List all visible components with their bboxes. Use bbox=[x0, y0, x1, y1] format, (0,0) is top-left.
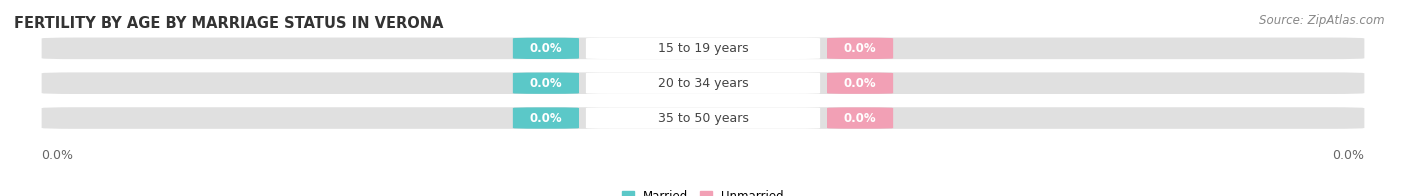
Text: 0.0%: 0.0% bbox=[42, 149, 73, 162]
FancyBboxPatch shape bbox=[513, 107, 579, 129]
Text: Source: ZipAtlas.com: Source: ZipAtlas.com bbox=[1260, 14, 1385, 27]
FancyBboxPatch shape bbox=[42, 72, 1364, 94]
FancyBboxPatch shape bbox=[42, 38, 1364, 59]
FancyBboxPatch shape bbox=[513, 38, 579, 59]
Text: 0.0%: 0.0% bbox=[1333, 149, 1364, 162]
Text: 0.0%: 0.0% bbox=[530, 42, 562, 55]
Text: 0.0%: 0.0% bbox=[844, 112, 876, 124]
FancyBboxPatch shape bbox=[513, 73, 579, 94]
FancyBboxPatch shape bbox=[42, 107, 1364, 129]
Legend: Married, Unmarried: Married, Unmarried bbox=[617, 185, 789, 196]
FancyBboxPatch shape bbox=[586, 73, 820, 94]
Text: 15 to 19 years: 15 to 19 years bbox=[658, 42, 748, 55]
Text: 0.0%: 0.0% bbox=[844, 42, 876, 55]
Text: FERTILITY BY AGE BY MARRIAGE STATUS IN VERONA: FERTILITY BY AGE BY MARRIAGE STATUS IN V… bbox=[14, 16, 443, 31]
Text: 0.0%: 0.0% bbox=[530, 77, 562, 90]
FancyBboxPatch shape bbox=[827, 38, 893, 59]
Text: 35 to 50 years: 35 to 50 years bbox=[658, 112, 748, 124]
FancyBboxPatch shape bbox=[827, 107, 893, 129]
FancyBboxPatch shape bbox=[827, 73, 893, 94]
Text: 0.0%: 0.0% bbox=[844, 77, 876, 90]
FancyBboxPatch shape bbox=[586, 38, 820, 59]
Text: 20 to 34 years: 20 to 34 years bbox=[658, 77, 748, 90]
Text: 0.0%: 0.0% bbox=[530, 112, 562, 124]
FancyBboxPatch shape bbox=[586, 107, 820, 129]
